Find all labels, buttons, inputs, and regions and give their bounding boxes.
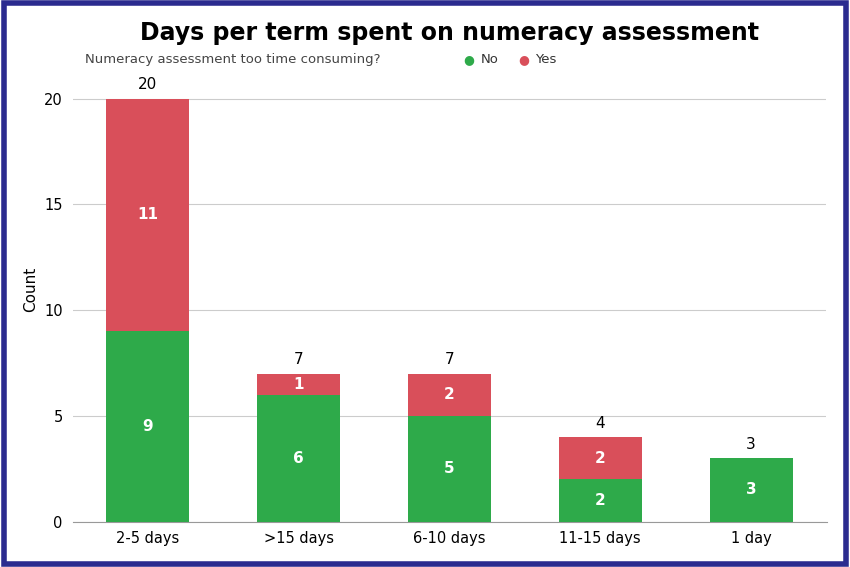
Text: 4: 4: [596, 416, 605, 431]
Text: No: No: [480, 53, 498, 66]
Text: 9: 9: [143, 419, 153, 434]
Y-axis label: Count: Count: [24, 266, 38, 312]
Bar: [408, 374, 491, 416]
Text: 5: 5: [445, 461, 455, 476]
Text: ●: ●: [518, 53, 530, 66]
Bar: [710, 458, 792, 522]
Bar: [106, 331, 190, 522]
Text: 6: 6: [293, 451, 304, 466]
Text: 20: 20: [139, 77, 157, 92]
Text: 3: 3: [746, 437, 756, 452]
Text: Yes: Yes: [536, 53, 557, 66]
Bar: [408, 416, 491, 522]
Text: 2: 2: [445, 387, 455, 402]
Text: 7: 7: [294, 352, 303, 367]
Text: 2: 2: [595, 493, 606, 508]
Bar: [258, 374, 340, 395]
Text: Numeracy assessment too time consuming?: Numeracy assessment too time consuming?: [85, 53, 381, 66]
Text: ●: ●: [463, 53, 474, 66]
Bar: [106, 99, 190, 331]
Text: 3: 3: [745, 483, 756, 497]
Title: Days per term spent on numeracy assessment: Days per term spent on numeracy assessme…: [140, 20, 759, 45]
Text: 2: 2: [595, 451, 606, 466]
Bar: [258, 395, 340, 522]
Text: 11: 11: [138, 208, 158, 222]
Text: 1: 1: [293, 376, 304, 392]
Bar: [558, 437, 642, 479]
Text: 7: 7: [445, 352, 455, 367]
Bar: [558, 479, 642, 522]
